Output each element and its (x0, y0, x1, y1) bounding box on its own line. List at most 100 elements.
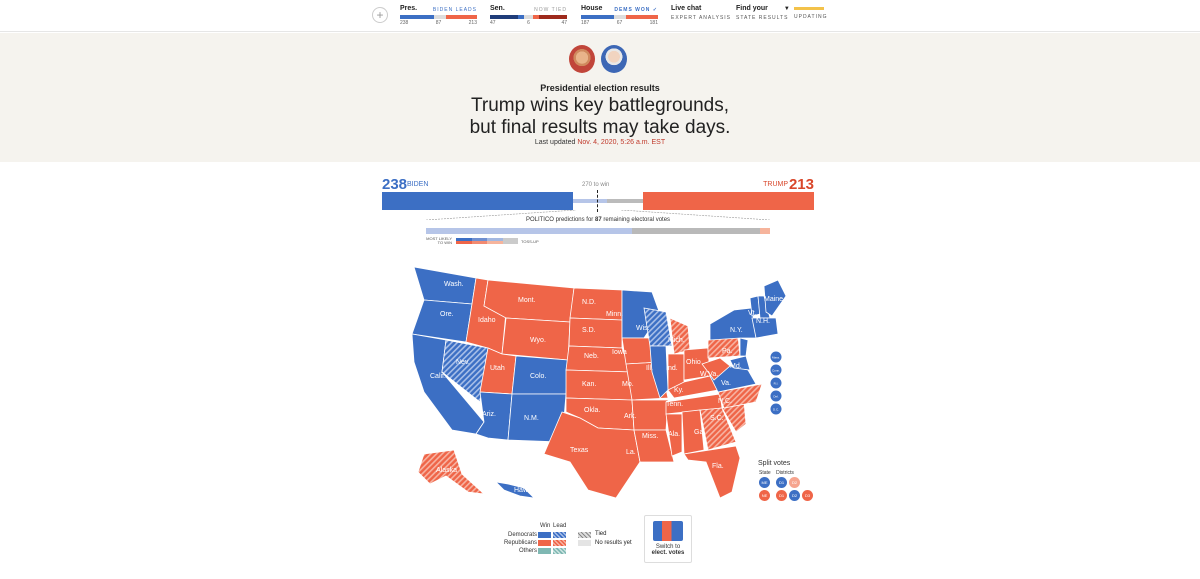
legend-tied-label: Tied (595, 531, 607, 537)
small-state-marker[interactable] (770, 351, 782, 363)
us-results-map[interactable]: Wash. Ore. Calif. Nev. Idaho Mont. Wyo. Utah Ari… (384, 262, 816, 502)
ticker-title: Pres. (400, 5, 418, 12)
ticker-rep-count: 213 (468, 20, 477, 26)
live-chat-sub: EXPERT ANALYSIS (671, 15, 732, 21)
trump-ev-segment (642, 192, 814, 210)
state-louisiana (633, 429, 675, 463)
state-west-virginia (701, 357, 731, 381)
updating-label: UPDATING (794, 14, 828, 20)
split-me-state[interactable]: ME (759, 477, 770, 488)
small-state-label: R.I. (774, 382, 779, 386)
ticker-senate[interactable]: Sen. NOW TIED 47 6 47 (490, 5, 567, 27)
state-label: Ky. (674, 387, 684, 394)
updating-indicator (794, 7, 824, 10)
to-win-label: 270 to win (582, 182, 610, 188)
biden-portrait (601, 45, 627, 73)
small-state-marker[interactable] (770, 364, 782, 376)
state-maine (763, 279, 787, 317)
legend-row-oth: Others (500, 548, 568, 556)
small-state-marker[interactable] (770, 403, 782, 415)
mini-map-icon (653, 521, 683, 541)
state-new-england (751, 317, 779, 339)
pred-num: 87 (594, 217, 602, 223)
ev-bar (382, 192, 814, 210)
state-label: Mich. (668, 337, 685, 344)
live-chat-link[interactable]: Live chat EXPERT ANALYSIS (671, 5, 731, 21)
state-label: Md. (730, 363, 742, 370)
ticker-house[interactable]: House DEMS WON ✓ 187 67 181 (581, 5, 658, 27)
state-label: Ark. (624, 413, 637, 420)
prediction-bar (426, 228, 770, 234)
small-state-marker[interactable] (770, 377, 782, 389)
tossup-label: TOSS-UP (521, 239, 539, 244)
state-mississippi (665, 413, 683, 457)
ev-header: 238 BIDEN 270 to win TRUMP 213 (382, 176, 814, 193)
state-label: S.D. (582, 327, 596, 334)
state-arkansas (631, 399, 669, 431)
legend-row-rep: Republicans (500, 540, 568, 548)
small-state-label: Del. (773, 395, 779, 399)
state-florida (683, 445, 741, 499)
split-me-d1[interactable]: D1 (776, 477, 787, 488)
legend-lead-header: Lead (553, 523, 567, 529)
state-label: Ore. (440, 311, 454, 318)
small-state-label: D.C. (773, 408, 779, 412)
state-label: Calif. (430, 373, 446, 380)
switch-electoral-view-button[interactable]: Switch to elect. votes (644, 515, 692, 563)
state-hawaii (494, 481, 536, 499)
state-label: Ariz. (482, 411, 496, 418)
state-alaska (417, 449, 486, 495)
find-state-link[interactable]: Find your ▼ STATE RESULTS (736, 5, 790, 21)
ticker-dem-count: 187 (581, 20, 590, 26)
state-label: Ohio (686, 359, 701, 366)
ticker-mid-count: 87 (435, 20, 442, 26)
split-ne-d3[interactable]: D3 (802, 490, 813, 501)
split-ne-state[interactable]: NE (759, 490, 770, 501)
split-votes-title: Split votes (758, 460, 791, 467)
legend-tied-swatch (578, 532, 591, 538)
small-state-label: Conn. (772, 369, 780, 373)
ticker-title: Sen. (490, 5, 505, 12)
split-ne-d1[interactable]: D1 (776, 490, 787, 501)
state-label: Kan. (582, 381, 596, 388)
results-ticker: + Pres. BIDEN LEADS 238 87 213 Sen. NOW … (0, 0, 1200, 32)
state-label: Neb. (584, 353, 599, 360)
check-icon: ✓ (652, 7, 658, 13)
state-label: Iowa (612, 349, 627, 356)
headline-line-2: but final results may take days. (469, 117, 731, 138)
state-label: Nev. (456, 359, 470, 366)
expand-button[interactable]: + (372, 7, 388, 23)
kicker: Presidential election results (540, 83, 660, 93)
small-state-label: Mass. (772, 356, 780, 360)
split-ne-d2[interactable]: D2 (789, 490, 800, 501)
split-state-label: State (759, 470, 771, 476)
state-label: N.C. (718, 398, 732, 405)
state-label: Mont. (518, 297, 536, 304)
ticker-president[interactable]: Pres. BIDEN LEADS 238 87 213 (400, 5, 477, 27)
ticker-status: NOW TIED (534, 7, 567, 13)
state-nevada (441, 339, 489, 403)
split-me-d2[interactable]: D2 (789, 477, 800, 488)
legend-no-results-swatch (578, 540, 591, 546)
last-updated-time: Nov. 4, 2020, 5:26 a.m. EST (577, 139, 666, 146)
last-updated: Last updated Nov. 4, 2020, 5:26 a.m. EST (0, 139, 1200, 146)
state-label: S.C. (710, 415, 724, 422)
biden-ev-count: 238 (382, 176, 408, 193)
likelihood-scale (456, 238, 518, 244)
ticker-bar (581, 15, 658, 19)
trump-ev-count: 213 (788, 176, 814, 193)
ticker-title: House (581, 5, 603, 12)
ticker-status: BIDEN LEADS (432, 7, 477, 13)
headline-line-1: Trump wins key battlegrounds, (470, 95, 730, 116)
state-label: Tenn. (666, 401, 683, 408)
270-marker (597, 190, 598, 212)
state-label: Okla. (584, 407, 600, 414)
hero: Presidential election results Trump wins… (0, 33, 1200, 162)
state-label: Minn. (606, 311, 623, 318)
headline: Trump wins key battlegrounds, but final … (0, 95, 1200, 139)
state-label: Idaho (478, 317, 496, 324)
small-state-marker[interactable] (770, 390, 782, 402)
legend-row-dem: Democrats (500, 532, 568, 540)
state-maryland (729, 355, 751, 371)
state-label: Utah (490, 365, 505, 372)
